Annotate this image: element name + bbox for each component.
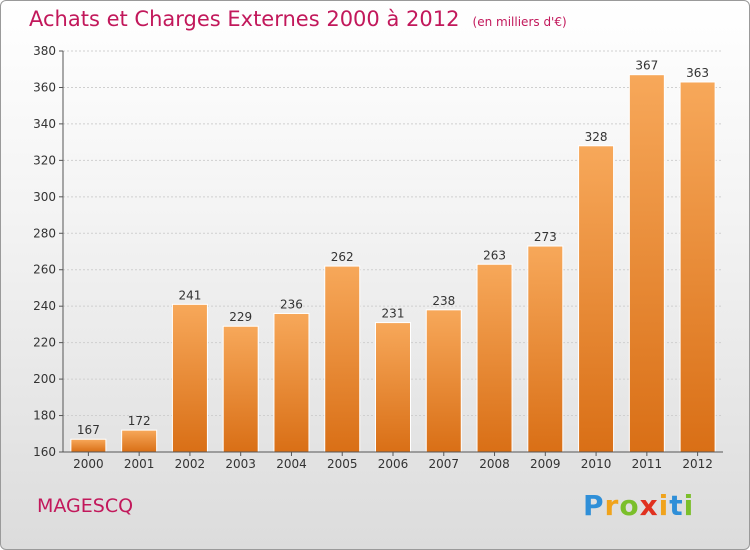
bar-2011 — [628, 74, 665, 453]
logo-letter: i — [658, 489, 670, 522]
bar-2009 — [527, 245, 564, 453]
bar-2002 — [171, 303, 208, 453]
y-tick-label: 220 — [33, 336, 56, 350]
logo-letter: P — [583, 489, 605, 522]
value-label-2003: 229 — [229, 310, 252, 324]
value-label-2006: 231 — [382, 307, 405, 321]
y-tick-label: 280 — [33, 226, 56, 240]
x-tick-label-2008: 2008 — [479, 457, 510, 471]
bar-2007 — [425, 309, 462, 453]
y-tick-label: 260 — [33, 263, 56, 277]
logo-letter: r — [604, 489, 620, 522]
y-tick-label: 180 — [33, 409, 56, 423]
unit-note: (en milliers d'€) — [472, 15, 567, 29]
x-tick-label-2011: 2011 — [632, 457, 663, 471]
bar-2008 — [476, 263, 513, 453]
logo-letter: t — [669, 489, 684, 522]
proxiti-logo: Proxiti — [583, 489, 694, 522]
y-tick-label: 300 — [33, 190, 56, 204]
value-label-2012: 363 — [686, 66, 709, 80]
y-tick-label: 160 — [33, 445, 56, 459]
value-label-2001: 172 — [128, 414, 151, 428]
bar-2003 — [222, 325, 259, 453]
axes: 160 180 200 220 240 260 280 300 320 340 360 380 2000… — [33, 44, 723, 471]
bar-2010 — [578, 145, 615, 453]
y-tick-label: 380 — [33, 44, 56, 58]
value-label-2010: 328 — [585, 130, 608, 144]
x-tick-label-2009: 2009 — [530, 457, 561, 471]
x-tick-label-2006: 2006 — [378, 457, 409, 471]
bar-2006 — [375, 322, 411, 453]
x-tick-label-2000: 2000 — [73, 457, 104, 471]
bars: 167 172 241 229 236 262 231 238 263 273 328 367 363 — [70, 59, 716, 453]
y-tick-label: 360 — [33, 80, 56, 94]
logo-letter: o — [619, 489, 640, 522]
x-tick-label-2005: 2005 — [327, 457, 358, 471]
value-label-2009: 273 — [534, 230, 557, 244]
chart-title: Achats et Charges Externes 2000 à 2012 — [29, 7, 460, 31]
x-tick-label-2004: 2004 — [276, 457, 307, 471]
bar-2012 — [679, 81, 716, 453]
value-label-2002: 241 — [178, 288, 201, 302]
place-name: MAGESCQ — [37, 495, 134, 517]
value-label-2007: 238 — [432, 294, 455, 308]
y-tick-label: 240 — [33, 299, 56, 313]
value-label-2000: 167 — [77, 423, 100, 437]
logo-letter: i — [683, 489, 695, 522]
bar-2005 — [324, 265, 361, 453]
x-tick-label-2012: 2012 — [682, 457, 713, 471]
bar-2001 — [121, 429, 158, 453]
x-tick-label-2003: 2003 — [225, 457, 256, 471]
x-tick-label-2010: 2010 — [581, 457, 612, 471]
y-tick-label: 340 — [33, 117, 56, 131]
logo-letter: x — [639, 489, 659, 522]
y-tick-label: 200 — [33, 372, 56, 386]
x-tick-label-2001: 2001 — [124, 457, 155, 471]
y-tick-label: 320 — [33, 153, 56, 167]
title-row: Achats et Charges Externes 2000 à 2012 (… — [29, 7, 567, 31]
bar-2004 — [273, 312, 310, 453]
x-tick-label-2007: 2007 — [428, 457, 459, 471]
value-label-2004: 236 — [280, 297, 303, 311]
value-label-2008: 263 — [483, 248, 506, 262]
x-tick-label-2002: 2002 — [175, 457, 206, 471]
value-label-2005: 262 — [331, 250, 354, 264]
bar-2000 — [70, 438, 107, 453]
value-label-2011: 367 — [635, 59, 658, 73]
